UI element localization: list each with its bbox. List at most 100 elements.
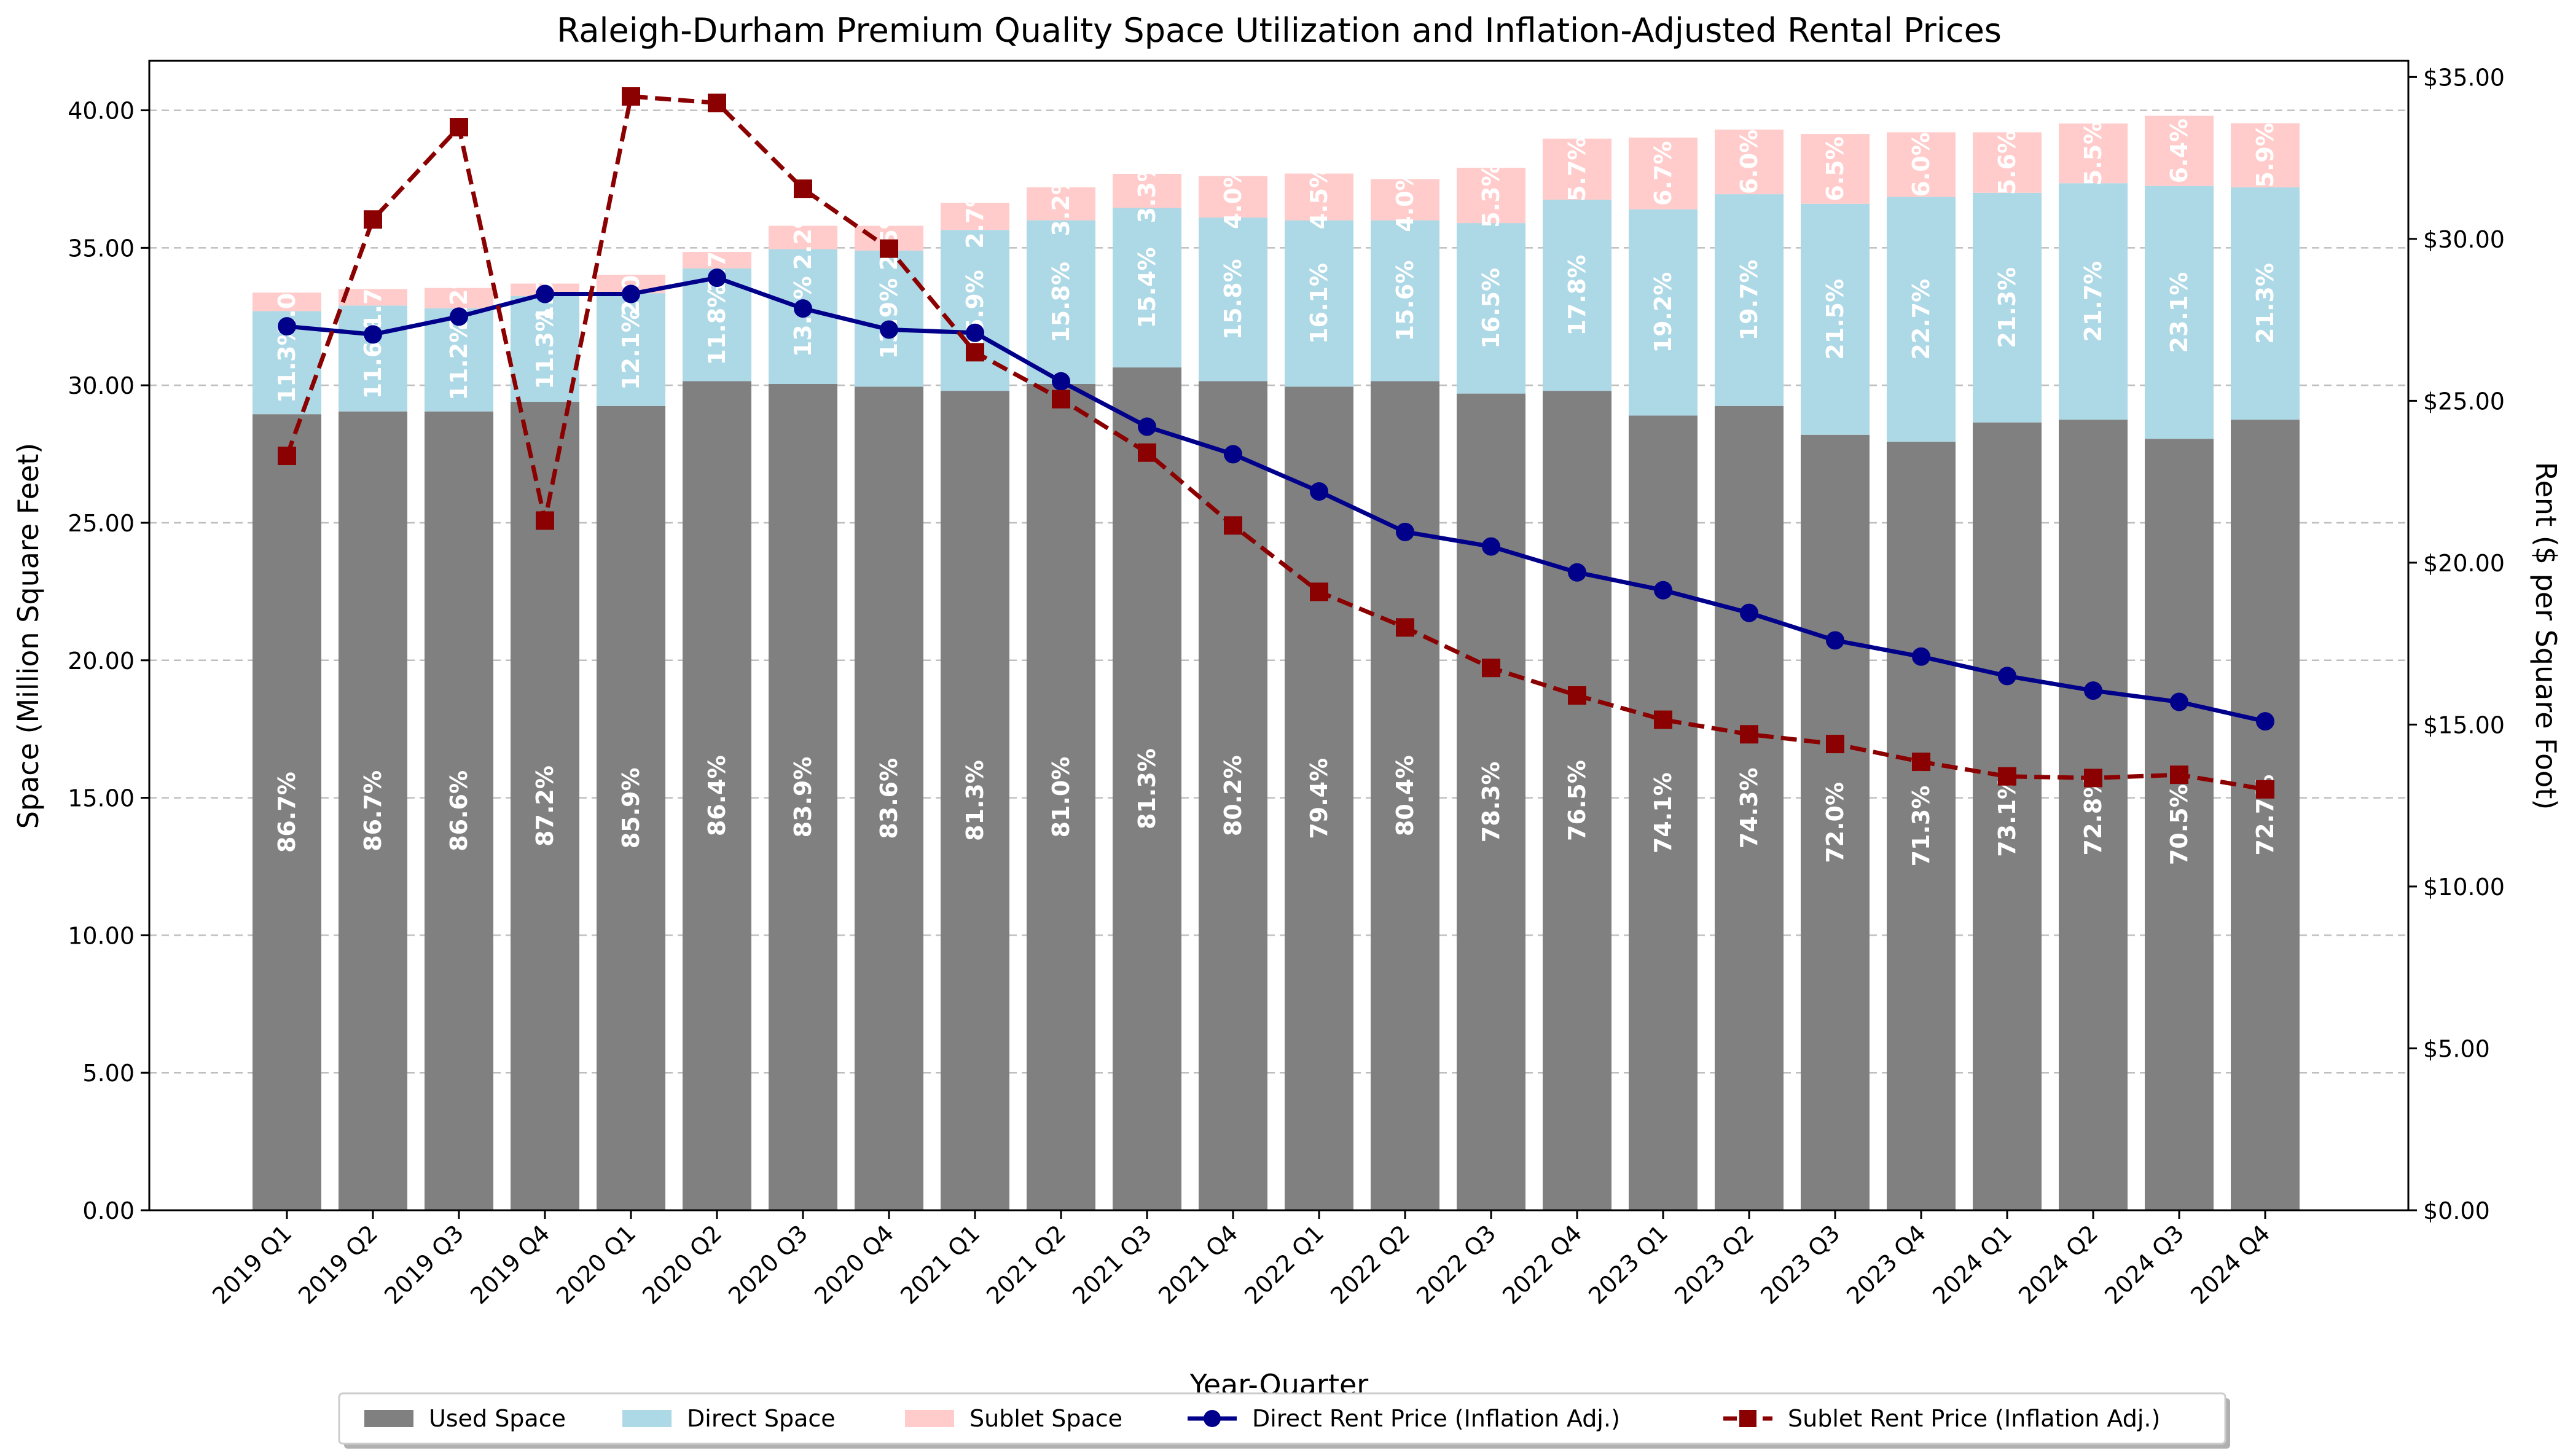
sublet-space-bar — [769, 225, 837, 249]
direct-rent-point — [364, 325, 382, 344]
direct-space-bar — [597, 293, 665, 406]
sublet-space-bar — [1801, 134, 1870, 204]
direct-rent-point — [1396, 522, 1414, 541]
direct-space-label: 19.2% — [1650, 272, 1677, 353]
direct-rent-point — [2084, 681, 2102, 700]
chart-title: Raleigh-Durham Premium Quality Space Uti… — [557, 11, 2002, 50]
legend-label-direct-space: Direct Space — [687, 1405, 836, 1432]
direct-rent-point — [1224, 445, 1242, 464]
sublet-rent-point — [794, 179, 812, 198]
used-space-bar — [769, 383, 837, 1210]
used-space-label: 86.7% — [359, 770, 386, 851]
used-space-bar — [1543, 391, 1611, 1211]
sublet-rent-point — [2256, 780, 2274, 799]
direct-space-label: 21.5% — [1822, 279, 1849, 360]
legend-box — [338, 1392, 2226, 1445]
direct-space-label: 12.1% — [617, 309, 644, 390]
used-space-label: 72.0% — [1822, 782, 1849, 863]
direct-space-label: 11.3% — [531, 308, 558, 389]
sublet-rent-point — [880, 239, 898, 258]
sublet-space-label: 1.7% — [359, 265, 386, 329]
sublet-rent-point — [966, 343, 984, 362]
sublet-space-bar — [1887, 132, 1956, 197]
sublet-rent-point — [1654, 710, 1672, 729]
sublet-rent-point — [2084, 769, 2102, 788]
sublet-space-bar — [1199, 176, 1267, 218]
bars — [253, 115, 2300, 1211]
used-space-bar — [1887, 441, 1956, 1211]
used-space-bar — [1715, 405, 1784, 1211]
sublet-space-label: 5.3% — [1478, 163, 1505, 227]
used-space-label: 86.7% — [273, 772, 300, 853]
used-space-bar — [855, 386, 923, 1211]
y-axis-label: Space (Million Square Feet) — [12, 443, 45, 829]
left-axis: 0.00 5.00 10.00 15.00 20.00 25.00 30.00 35.00 40… — [68, 98, 149, 1224]
sublet-rent-point — [1912, 753, 1930, 772]
direct-space-label: 11.8% — [703, 284, 730, 366]
sublet-space-bar — [1285, 173, 1353, 221]
direct-rent-point — [1138, 417, 1156, 436]
direct-space-label: 21.3% — [2252, 263, 2279, 344]
sublet-space-bar — [2231, 123, 2300, 187]
direct-space-bar — [2059, 183, 2128, 420]
used-space-bar — [683, 381, 751, 1210]
direct-space-label: 15.8% — [1048, 262, 1075, 343]
y2-tick-label: $20.00 — [2423, 550, 2505, 577]
legend-marker-sublet-rent-price-inflation-adj — [1739, 1410, 1756, 1427]
used-space-bar — [2145, 439, 2214, 1211]
sublet-space-label: 5.5% — [2080, 121, 2107, 186]
direct-rent-point — [278, 317, 296, 336]
sublet-rent-point — [1826, 735, 1844, 754]
used-space-label: 86.4% — [703, 755, 730, 836]
direct-rent-point — [1052, 372, 1070, 391]
direct-space-bar — [1715, 194, 1784, 406]
direct-space-label: 15.8% — [1220, 259, 1247, 340]
sublet-space-bar — [1113, 173, 1181, 208]
direct-space-bar — [855, 250, 923, 387]
y-tick-label: 10.00 — [68, 922, 135, 949]
y-tick-label: 5.00 — [82, 1060, 135, 1087]
direct-space-label: 11.2% — [445, 319, 472, 401]
used-space-bar — [597, 405, 665, 1211]
direct-rent-point — [2170, 692, 2188, 711]
plot-frame — [148, 60, 2410, 1211]
sublet-space-bar — [253, 292, 321, 311]
used-space-label: 87.2% — [531, 765, 558, 847]
legend-label-used-space: Used Space — [429, 1405, 566, 1432]
y-tick-label: 20.00 — [68, 648, 135, 675]
direct-space-label: 22.7% — [1908, 279, 1935, 360]
sublet-space-label: 2.2% — [789, 205, 816, 270]
sublet-space-bar — [1973, 132, 2042, 193]
direct-space-label: 21.3% — [1994, 267, 2021, 348]
direct-space-label: 16.1% — [1306, 263, 1333, 344]
direct-space-bar — [1371, 220, 1439, 382]
used-space-label: 86.6% — [445, 770, 472, 851]
direct-rent-point — [450, 307, 468, 326]
direct-rent-point — [1740, 603, 1758, 622]
direct-rent-line — [286, 275, 2266, 724]
used-space-label: 83.6% — [875, 758, 903, 839]
sublet-rent-point — [622, 87, 640, 106]
y-tick-label: 35.00 — [68, 235, 135, 262]
sublet-space-label: 4.5% — [1306, 165, 1333, 229]
rent-lines — [278, 87, 2274, 799]
used-space-bar — [941, 391, 1009, 1211]
direct-space-bar — [2231, 187, 2300, 420]
direct-rent-point — [2256, 712, 2274, 731]
used-space-bar — [1027, 383, 1095, 1210]
sublet-space-label: 2.0% — [617, 252, 644, 316]
direct-space-bar — [1629, 209, 1698, 416]
y2-tick-label: $35.00 — [2423, 64, 2505, 91]
sublet-space-bar — [1629, 137, 1698, 209]
sublet-rent-point — [1310, 582, 1328, 601]
direct-rent-point — [794, 299, 812, 318]
sublet-space-bar — [425, 288, 493, 308]
used-space-label: 74.1% — [1650, 772, 1677, 853]
direct-space-bar — [1199, 217, 1267, 382]
direct-space-bar — [2145, 186, 2214, 439]
sublet-space-bar — [2059, 123, 2128, 184]
direct-rent-point — [1826, 631, 1844, 650]
sublet-rent-point — [278, 446, 296, 465]
used-space-label: 83.9% — [789, 757, 816, 838]
